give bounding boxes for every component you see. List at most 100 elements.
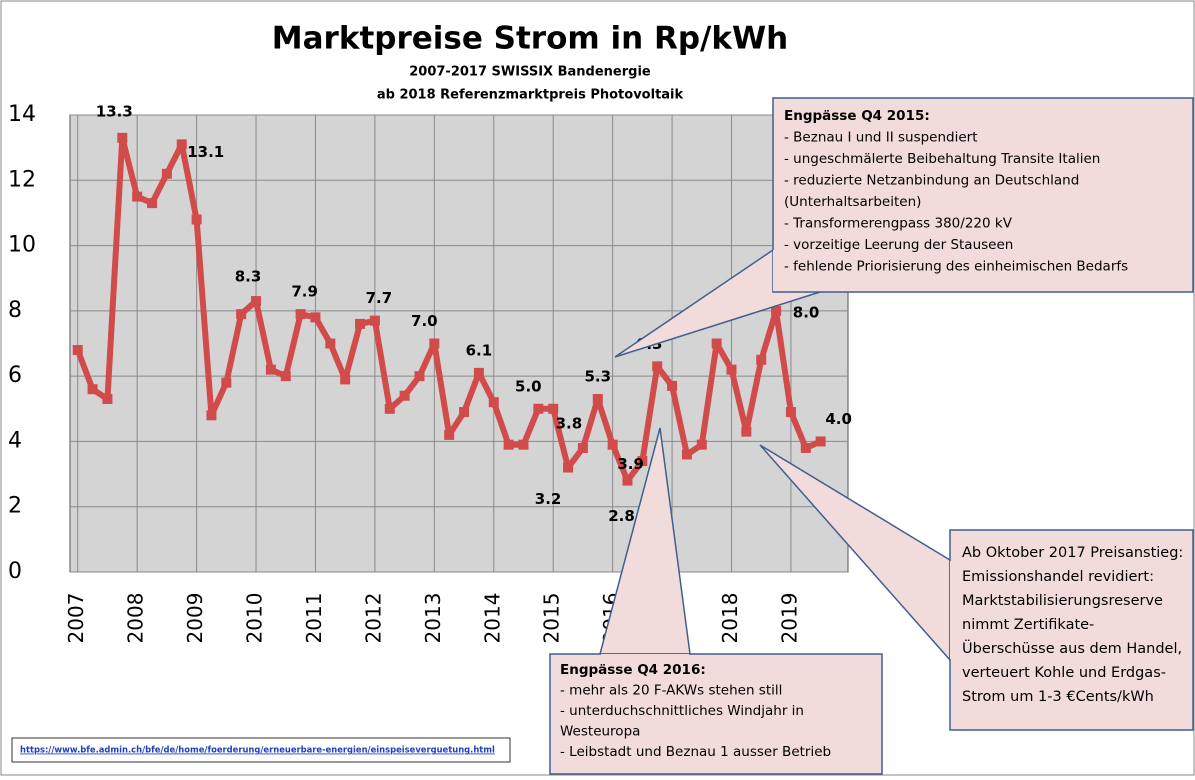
marker xyxy=(667,380,678,391)
data-label: 3.9 xyxy=(617,455,644,473)
data-label: 3.8 xyxy=(556,414,583,432)
callout-text: - vorzeitige Leerung der Stauseen xyxy=(784,237,1013,253)
marker xyxy=(741,426,752,437)
marker xyxy=(488,397,499,408)
y-tick-label: 12 xyxy=(8,167,36,192)
callout-text: Strom um 1-3 €Cents/kWh xyxy=(962,689,1154,705)
callout-text: - mehr als 20 F-AKWs stehen still xyxy=(560,683,782,699)
marker xyxy=(533,403,544,414)
x-tick-label: 2019 xyxy=(777,593,801,644)
callout-text: verteuert Kohle und Erdgas- xyxy=(962,665,1166,681)
callout-box xyxy=(549,653,883,775)
callout-text: Westeuropa xyxy=(560,724,640,740)
callout-text: Marktstabilisierungsreserve xyxy=(962,593,1163,609)
callout-text: - fehlende Priorisierung des einheimisch… xyxy=(784,259,1128,275)
marker xyxy=(473,367,484,378)
marker xyxy=(637,456,648,467)
marker xyxy=(711,338,722,349)
callout-text: nimmt Zertifikate- xyxy=(962,617,1094,633)
data-label: 13.3 xyxy=(96,102,133,120)
y-tick-label: 8 xyxy=(8,298,22,323)
callout-text: (Unterhaltsarbeiten) xyxy=(784,194,921,210)
marker xyxy=(161,168,172,179)
marker xyxy=(102,393,113,404)
data-label: 3.2 xyxy=(535,490,562,508)
subtitle: 2007-2017 SWISSIX Bandenergie xyxy=(409,65,651,80)
callout-title: Engpässe Q4 2016: xyxy=(560,662,706,678)
marker xyxy=(147,198,158,209)
marker xyxy=(815,436,826,447)
data-label: 4.0 xyxy=(825,410,852,428)
y-tick-label: 4 xyxy=(8,428,22,453)
data-label: 7.0 xyxy=(411,312,438,330)
data-label: 7.9 xyxy=(291,283,318,301)
marker xyxy=(355,318,366,329)
data-label: 2.8 xyxy=(608,507,635,525)
callout-title: Engpässe Q4 2015: xyxy=(784,108,930,124)
marker xyxy=(681,449,692,460)
callout-text: Ab Oktober 2017 Preisanstieg: xyxy=(962,545,1183,561)
marker xyxy=(176,139,187,150)
marker xyxy=(72,345,83,356)
marker xyxy=(340,374,351,385)
x-tick-label: 2008 xyxy=(124,593,148,644)
x-tick-label: 2015 xyxy=(540,593,564,644)
marker xyxy=(696,439,707,450)
x-tick-label: 2010 xyxy=(243,593,267,644)
callout-text: - Leibstadt und Beznau 1 ausser Betrieb xyxy=(560,744,831,760)
marker xyxy=(251,296,262,307)
y-tick-label: 10 xyxy=(8,233,36,258)
callout-text: Überschüsse aus dem Handel, xyxy=(962,639,1182,657)
callout-box xyxy=(949,529,1194,731)
marker xyxy=(800,442,811,453)
x-tick-label: 2018 xyxy=(718,593,742,644)
marker xyxy=(280,371,291,382)
chart-title: Marktpreise Strom in Rp/kWh xyxy=(272,21,788,57)
marker xyxy=(117,132,128,143)
callout-text: - reduzierte Netzanbindung an Deutschlan… xyxy=(784,173,1079,189)
data-label: 8.3 xyxy=(235,268,262,286)
callout-text: - Beznau I und II suspendiert xyxy=(784,130,978,146)
data-label: 8.0 xyxy=(793,303,820,321)
data-label: 5.3 xyxy=(584,367,611,385)
x-tick-label: 2011 xyxy=(302,593,326,644)
marker xyxy=(563,462,574,473)
marker xyxy=(771,305,782,316)
marker xyxy=(399,390,410,401)
marker xyxy=(652,361,663,372)
y-tick-label: 2 xyxy=(8,494,22,519)
y-tick-label: 6 xyxy=(8,363,22,388)
data-label: 6.1 xyxy=(466,341,493,359)
marker xyxy=(87,384,98,395)
subtitle: ab 2018 Referenzmarktpreis Photovoltaik xyxy=(377,88,684,103)
marker xyxy=(429,338,440,349)
x-tick-label: 2014 xyxy=(480,593,504,644)
marker xyxy=(369,315,380,326)
source-link[interactable]: https://www.bfe.admin.ch/bfe/de/home/foe… xyxy=(20,745,495,755)
x-tick-label: 2009 xyxy=(183,593,207,644)
callout-text: - ungeschmälerte Beibehaltung Transite I… xyxy=(784,151,1100,167)
marker xyxy=(295,309,306,320)
source-box xyxy=(11,737,511,763)
marker xyxy=(785,407,796,418)
marker xyxy=(459,407,470,418)
marker xyxy=(384,403,395,414)
marker xyxy=(548,403,559,414)
x-tick-label: 2012 xyxy=(361,593,385,644)
marker xyxy=(191,214,202,225)
marker xyxy=(622,475,633,486)
marker xyxy=(592,393,603,404)
data-label: 13.1 xyxy=(187,143,224,161)
marker xyxy=(310,312,321,323)
marker xyxy=(756,354,767,365)
marker xyxy=(265,364,276,375)
marker xyxy=(414,371,425,382)
data-label: 7.7 xyxy=(366,289,393,307)
y-tick-label: 0 xyxy=(8,559,22,584)
callout-text: - unterduchschnittliches Windjahr in xyxy=(560,703,804,719)
marker xyxy=(726,364,737,375)
marker xyxy=(444,429,455,440)
marker xyxy=(503,439,514,450)
callout-box xyxy=(772,97,1194,293)
